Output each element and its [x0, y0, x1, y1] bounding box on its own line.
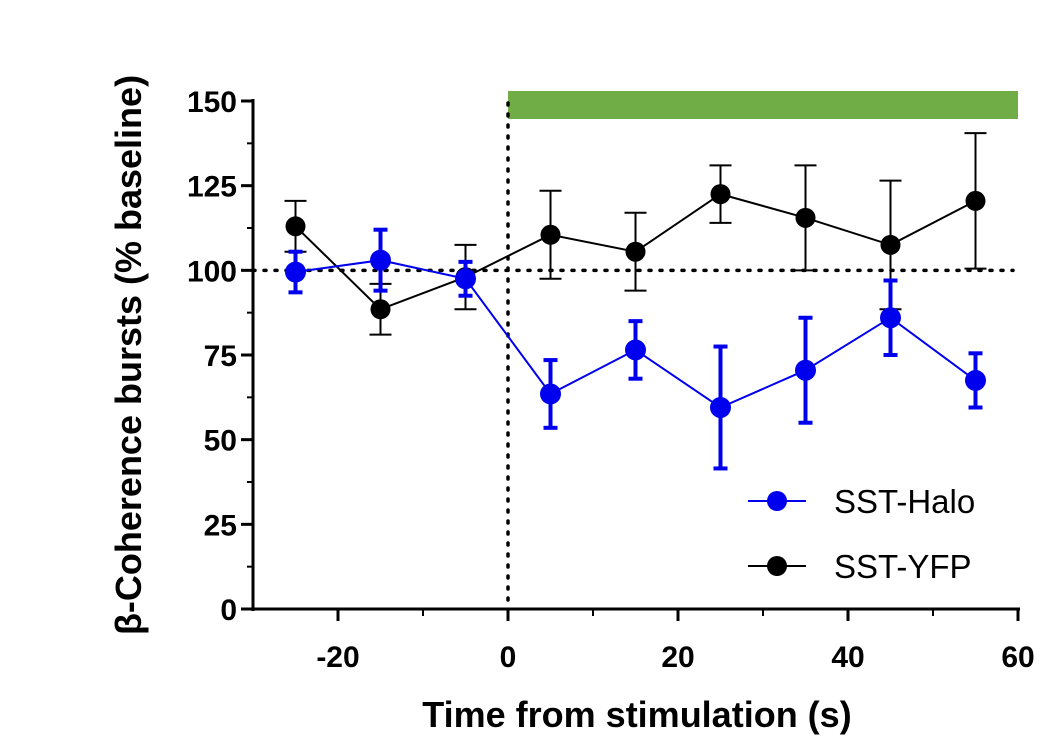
data-point-sst-halo — [710, 396, 731, 418]
data-point-sst-yfp — [710, 184, 731, 205]
x-axis-title: Time from stimulation (s) — [422, 694, 851, 735]
stimulation-layer — [508, 91, 1018, 119]
data-point-sst-halo — [285, 261, 306, 283]
legend-marker-sst-yfp — [767, 556, 787, 576]
legend-label-sst-yfp: SST-YFP — [834, 548, 972, 585]
data-point-sst-yfp — [540, 224, 561, 245]
data-point-sst-yfp — [965, 190, 986, 211]
data-point-sst-yfp — [795, 207, 816, 228]
data-point-sst-yfp — [625, 241, 646, 262]
stimulation-bar — [508, 91, 1018, 119]
x-tick-label: -20 — [316, 641, 359, 674]
y-tick-label: 125 — [187, 171, 237, 204]
y-tick-label: 100 — [187, 255, 237, 288]
y-tick-label: 50 — [204, 425, 237, 458]
series-sst-halo — [285, 227, 986, 471]
y-tick-label: 150 — [187, 86, 237, 119]
axes: 0 25 50 75 100 125 150 -20 0 20 40 60 — [187, 86, 1035, 674]
y-tick-label: 75 — [204, 340, 237, 373]
data-point-sst-halo — [370, 249, 391, 271]
legend-marker-sst-halo — [767, 491, 787, 511]
y-tick-label: 0 — [220, 594, 237, 627]
data-point-sst-halo — [965, 369, 986, 391]
legend-label-sst-halo: SST-Halo — [834, 483, 975, 520]
data-point-sst-yfp — [285, 216, 306, 237]
x-tick-label: 60 — [1001, 641, 1034, 674]
data-point-sst-halo — [625, 339, 646, 361]
legend: SST-Halo SST-YFP — [748, 483, 975, 585]
data-point-sst-halo — [795, 359, 816, 381]
x-tick-label: 40 — [831, 641, 864, 674]
series-layer — [284, 132, 987, 471]
data-point-sst-yfp — [880, 234, 901, 255]
x-tick-label: 0 — [500, 641, 517, 674]
data-point-sst-yfp — [370, 299, 391, 320]
y-tick-label: 25 — [204, 509, 237, 542]
data-point-sst-halo — [455, 268, 476, 290]
x-tick-label: 20 — [661, 641, 694, 674]
y-axis-title: β-Coherence bursts (% baseline) — [108, 75, 149, 635]
data-point-sst-halo — [880, 307, 901, 329]
data-point-sst-halo — [540, 383, 561, 405]
